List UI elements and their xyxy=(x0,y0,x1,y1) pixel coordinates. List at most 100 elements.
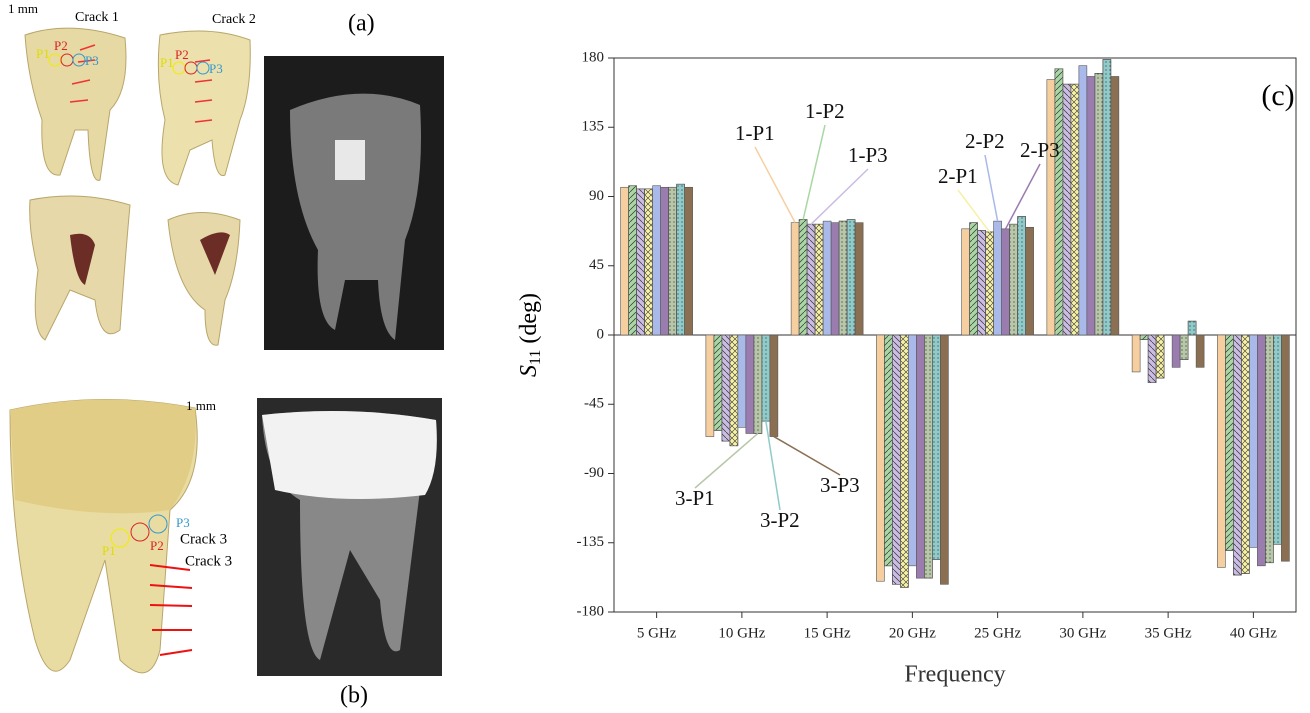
bar xyxy=(876,335,884,581)
bar xyxy=(1196,335,1204,367)
bar-hatch xyxy=(986,232,994,335)
series-label: 2-P2 xyxy=(965,129,1005,153)
crack-label: Crack 3 xyxy=(180,531,227,547)
crack-label: Crack 2 xyxy=(212,12,256,27)
series-label: 3-P1 xyxy=(675,486,715,510)
bar-hatch xyxy=(1055,69,1063,335)
bar-hatch xyxy=(1140,335,1148,340)
y-tick-label: 180 xyxy=(582,49,605,65)
crack-label: Crack 1 xyxy=(75,10,119,25)
bar-hatch xyxy=(1018,217,1026,335)
x-tick-label: 40 GHz xyxy=(1230,625,1277,641)
y-axis-label: S11(deg) xyxy=(516,293,544,377)
bar-hatch xyxy=(799,220,807,335)
bar xyxy=(1172,335,1180,367)
y-tick-label: 45 xyxy=(589,257,604,273)
bar-hatch xyxy=(932,335,940,560)
leader-line xyxy=(755,147,795,223)
scale-label: 1 mm xyxy=(186,398,216,413)
bar-hatch xyxy=(1225,335,1233,550)
point-label: P2 xyxy=(150,538,164,553)
panel-a: 1 mm Crack 1 Crack 2 P1 P2 P3 P1 P2 P3 (… xyxy=(8,1,444,350)
crack-label: Crack 3 xyxy=(185,553,232,569)
bar-hatch xyxy=(1103,60,1111,335)
y-tick-label: 0 xyxy=(597,326,605,342)
x-tick-label: 15 GHz xyxy=(804,625,851,641)
bar xyxy=(738,335,746,427)
bar-hatch xyxy=(1063,84,1071,335)
bar xyxy=(770,335,778,437)
point-label: P1 xyxy=(102,543,116,558)
point-label: P2 xyxy=(54,38,68,53)
bar-hatch xyxy=(978,230,986,335)
leader-line xyxy=(774,437,840,475)
bar xyxy=(940,335,948,584)
bar-hatch xyxy=(1156,335,1164,378)
bar xyxy=(908,335,916,566)
series-label: 1-P2 xyxy=(805,99,845,123)
x-tick-label: 25 GHz xyxy=(974,625,1021,641)
bar-hatch xyxy=(847,220,855,335)
bar xyxy=(831,223,839,335)
bar-hatch xyxy=(924,335,932,578)
bar-hatch xyxy=(884,335,892,566)
y-tick-label: -135 xyxy=(577,534,605,550)
bar-hatch xyxy=(1010,224,1018,335)
bar-hatch xyxy=(762,335,770,421)
bar xyxy=(653,186,661,335)
series-label: 1-P3 xyxy=(848,143,888,167)
x-tick-label: 35 GHz xyxy=(1145,625,1192,641)
y-label-unit: (deg) xyxy=(516,293,542,344)
leader-line xyxy=(811,169,868,224)
bar-hatch xyxy=(807,224,815,335)
bar-hatch xyxy=(714,335,722,430)
bar-hatch xyxy=(1233,335,1241,575)
bar xyxy=(1079,66,1087,335)
panel-label: (c) xyxy=(1261,79,1294,112)
y-tick-label: 135 xyxy=(582,119,605,135)
panel-label: (a) xyxy=(348,11,375,37)
tooth-photo xyxy=(168,213,240,346)
series-label: 2-P3 xyxy=(1020,138,1060,162)
series-label: 2-P1 xyxy=(938,164,978,188)
bar xyxy=(1087,76,1095,335)
bar-hatch xyxy=(1241,335,1249,574)
bar xyxy=(661,187,669,335)
bar-hatch xyxy=(669,187,677,335)
bar-hatch xyxy=(1095,73,1103,335)
panel-label: (b) xyxy=(340,683,368,709)
bar xyxy=(1257,335,1265,566)
bar-hatch xyxy=(730,335,738,446)
point-label: P1 xyxy=(36,46,50,61)
bar xyxy=(621,187,629,335)
point-label: P1 xyxy=(160,55,174,70)
bar xyxy=(916,335,924,578)
bar xyxy=(994,221,1002,335)
bar xyxy=(855,223,863,335)
leader-line xyxy=(695,433,758,488)
y-tick-label: -45 xyxy=(584,396,604,412)
y-tick-label: -180 xyxy=(577,603,605,619)
panel-b: 1 mm P1 P2 P3 Crack 3 Crack 3 (b) xyxy=(10,398,442,709)
point-label: P2 xyxy=(175,47,189,62)
y-tick-label: 90 xyxy=(589,188,604,204)
bar-hatch xyxy=(1148,335,1156,383)
bar-hatch xyxy=(970,223,978,335)
bar xyxy=(706,335,714,437)
bar xyxy=(1002,229,1010,335)
bar-hatch xyxy=(629,186,637,335)
bar-hatch xyxy=(722,335,730,441)
x-axis-label: Frequency xyxy=(904,662,1005,688)
series-label: 3-P3 xyxy=(820,473,860,497)
y-tick-label: -90 xyxy=(584,465,604,481)
bar-hatch xyxy=(677,184,685,335)
bar-hatch xyxy=(839,221,847,335)
leader-line xyxy=(985,155,998,221)
bar xyxy=(1111,76,1119,335)
bar xyxy=(1132,335,1140,372)
x-tick-label: 30 GHz xyxy=(1059,625,1106,641)
x-tick-label: 5 GHz xyxy=(637,625,677,641)
series-label: 3-P2 xyxy=(760,508,800,532)
bar xyxy=(746,335,754,433)
bar-hatch xyxy=(892,335,900,584)
